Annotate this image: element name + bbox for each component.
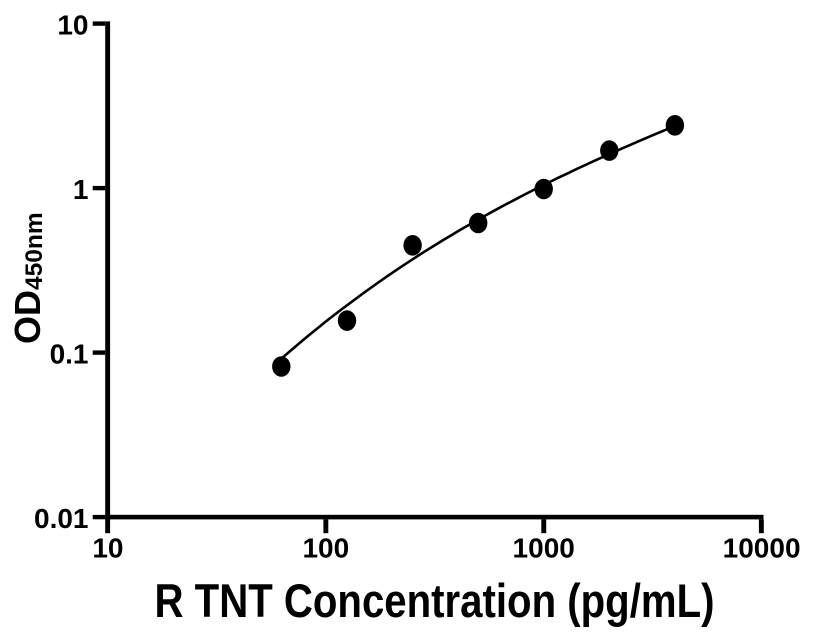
svg-text:1: 1 [73,174,89,205]
svg-text:R TNT Concentration (pg/mL): R TNT Concentration (pg/mL) [155,574,715,627]
svg-text:0.1: 0.1 [50,339,89,370]
svg-text:10: 10 [92,532,123,563]
svg-text:100: 100 [302,532,349,563]
svg-text:10000: 10000 [723,532,801,563]
svg-text:10: 10 [57,10,88,41]
svg-text:0.01: 0.01 [34,503,89,534]
svg-text:1000: 1000 [513,532,575,563]
